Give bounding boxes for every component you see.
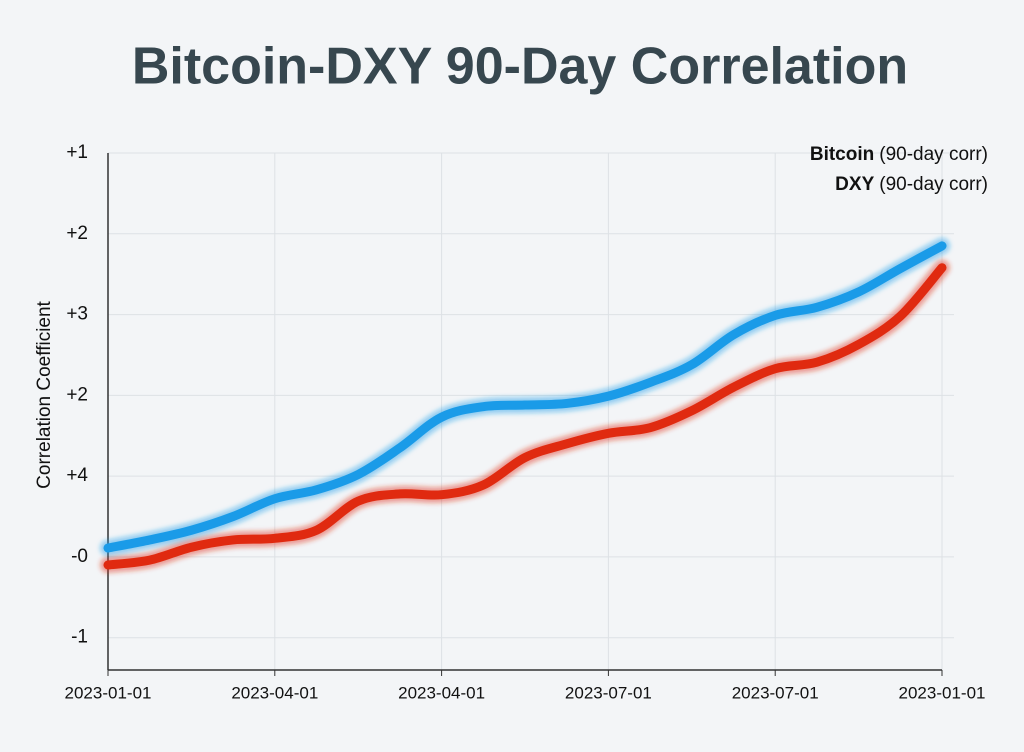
- series-line: [103, 263, 947, 570]
- legend-name: Bitcoin: [810, 144, 874, 165]
- legend-name: DXY: [835, 174, 874, 195]
- x-tick-label: 2023-04-01: [231, 683, 318, 702]
- legend-note: (90-day corr): [879, 144, 988, 165]
- y-tick-label: +1: [66, 142, 88, 163]
- x-tick-label: 2023-07-01: [732, 683, 819, 702]
- series-line: [103, 241, 947, 553]
- y-axis-label: Correlation Coefficient: [34, 300, 55, 488]
- legend-entry: Bitcoin (90-day corr): [810, 144, 988, 165]
- y-tick-label: -0: [71, 546, 88, 567]
- legend-entry: DXY (90-day corr): [835, 174, 988, 195]
- y-tick-label: +2: [66, 223, 88, 244]
- x-tick-label: 2023-01-01: [65, 683, 152, 702]
- series-glow: [100, 237, 950, 557]
- chart-title: Bitcoin-DXY 90-Day Correlation: [132, 38, 908, 96]
- legend-note: (90-day corr): [879, 174, 988, 195]
- y-tick-label: -1: [71, 627, 88, 648]
- x-tick-label: 2023-07-01: [565, 683, 652, 702]
- x-tick-label: 2023-01-01: [899, 683, 986, 702]
- x-tick-label: 2023-04-01: [398, 683, 485, 702]
- y-tick-label: +3: [66, 304, 88, 325]
- y-tick-label: +4: [66, 465, 88, 486]
- y-tick-label: +2: [66, 384, 88, 405]
